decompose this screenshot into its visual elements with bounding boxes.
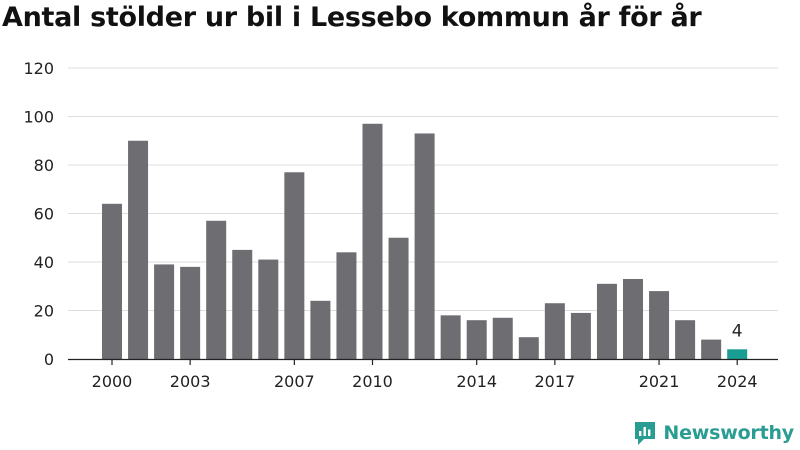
bar-2021: [649, 291, 670, 359]
bar-2018: [570, 312, 591, 359]
x-tick-label-2010: 2010: [352, 372, 393, 391]
bar-2011: [388, 237, 409, 359]
bar-2014: [466, 320, 487, 359]
x-tick-label-2024: 2024: [717, 372, 758, 391]
x-tick-label-2007: 2007: [274, 372, 315, 391]
bar-2020: [623, 278, 643, 359]
x-tick-label-2021: 2021: [639, 372, 680, 391]
bar-2022: [675, 320, 696, 359]
y-tick-label-60: 60: [34, 205, 54, 224]
y-tick-label-80: 80: [34, 156, 54, 175]
newsworthy-logo-text: Newsworthy: [663, 422, 794, 444]
bar-2010: [362, 123, 383, 359]
x-axis: 2000 2003 2007 2010 2014 2017 2021 2024: [68, 358, 778, 391]
bar-2013: [440, 315, 461, 359]
x-tick-label-2014: 2014: [456, 372, 497, 391]
bar-2019: [596, 283, 617, 359]
x-tick-label-2017: 2017: [534, 372, 575, 391]
bar-2007: [284, 172, 305, 359]
bar-2002: [154, 264, 175, 359]
bar-2023: [701, 339, 722, 359]
bar-2016: [518, 337, 539, 359]
y-axis-ticks: 0 20 40 60 80 100 120: [23, 59, 54, 369]
y-tick-label-100: 100: [23, 108, 54, 127]
y-tick-label-0: 0: [44, 350, 54, 369]
chart-title: Antal stölder ur bil i Lessebo kommun år…: [2, 2, 702, 33]
x-tick-label-2003: 2003: [170, 372, 211, 391]
bar-2001: [128, 140, 149, 359]
y-tick-label-40: 40: [34, 253, 54, 272]
data-labels: 4: [732, 321, 743, 341]
bar-2009: [336, 252, 357, 359]
y-tick-label-120: 120: [23, 59, 54, 78]
newsworthy-logo: Newsworthy: [633, 420, 794, 446]
bar-2017: [544, 303, 565, 359]
bars: [102, 123, 748, 360]
x-tick-label-2000: 2000: [92, 372, 133, 391]
newsworthy-logo-icon: [635, 422, 656, 445]
y-tick-label-20: 20: [34, 302, 54, 321]
bar-2003: [180, 266, 201, 359]
bar-2005: [232, 249, 253, 360]
bar-2015: [492, 317, 513, 359]
bar-2004: [206, 220, 227, 359]
bar-2000: [102, 203, 122, 359]
data-label-2024: 4: [732, 321, 743, 341]
bar-2024: [727, 349, 748, 359]
bar-2008: [310, 300, 331, 359]
bar-2006: [258, 259, 279, 359]
bar-2012: [414, 133, 435, 359]
